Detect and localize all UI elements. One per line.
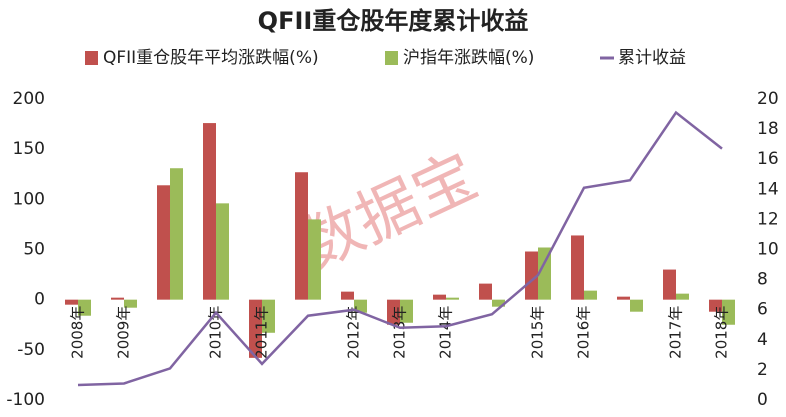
bar	[584, 290, 597, 300]
bar	[249, 299, 262, 358]
bar	[709, 299, 722, 312]
y2-tick-label: 16	[757, 149, 779, 169]
bar	[571, 235, 584, 300]
y2-tick-label: 2	[757, 360, 768, 380]
x-tick-label: 2012年	[345, 306, 363, 359]
x-tick-label: 2013年	[391, 306, 409, 359]
bar	[617, 296, 630, 300]
legend-label: 累计收益	[618, 48, 686, 68]
bar	[722, 299, 735, 325]
line	[77, 110, 723, 387]
bar	[354, 299, 367, 313]
bar	[446, 297, 459, 300]
y-tick-label: 100	[13, 189, 45, 209]
y2-tick-label: 6	[757, 300, 768, 320]
bar	[216, 203, 229, 300]
y2-tick-label: 0	[757, 390, 768, 410]
x-tick-label: 2008年	[69, 306, 87, 359]
x-tick-label: 2011年	[253, 306, 271, 359]
y2-tick-label: 4	[757, 330, 768, 350]
bar	[400, 299, 413, 323]
y2-tick-label: 14	[757, 179, 779, 199]
x-tick-label: 2016年	[575, 306, 593, 359]
bar	[387, 299, 400, 325]
y2-tick-label: 20	[757, 89, 779, 109]
y2-tick-label: 18	[757, 119, 779, 139]
bar	[111, 297, 124, 300]
bar	[663, 269, 676, 300]
y2-tick-label: 12	[757, 209, 779, 229]
bar	[433, 294, 446, 300]
y-tick-label: 200	[13, 89, 45, 109]
bar	[525, 251, 538, 300]
legend-label: 沪指年涨跌幅(%)	[403, 48, 534, 68]
y-tick-label: 0	[34, 290, 45, 310]
x-tick-label: 2014年	[437, 306, 455, 359]
y-tick-label: 50	[23, 240, 45, 260]
bar	[630, 299, 643, 312]
legend-swatch	[385, 51, 398, 65]
y-tick-label: -100	[6, 390, 45, 410]
legend-label: QFII重仓股年平均涨跌幅(%)	[103, 48, 319, 68]
x-tick-label: 2009年	[115, 306, 133, 359]
x-tick-label: 2018年	[713, 306, 731, 359]
bar	[295, 172, 308, 300]
legend-swatch	[85, 51, 98, 65]
bar	[65, 299, 78, 305]
bar	[78, 299, 91, 316]
chart-title: QFII重仓股年度累计收益	[258, 7, 529, 35]
y2-tick-label: 10	[757, 240, 779, 260]
bar	[479, 283, 492, 300]
bar	[538, 247, 551, 300]
bar	[170, 168, 183, 300]
y2-tick-label: 8	[757, 270, 768, 290]
bar	[492, 299, 505, 307]
x-tick-label: 2017年	[667, 306, 685, 359]
y-tick-label: -50	[17, 340, 45, 360]
bar	[262, 299, 275, 333]
bar	[124, 299, 137, 308]
bar	[308, 219, 321, 300]
bar	[157, 185, 170, 300]
x-tick-label: 2015年	[529, 306, 547, 359]
bar	[203, 123, 216, 300]
bar	[676, 293, 689, 300]
y-tick-label: 150	[13, 139, 45, 159]
bar	[341, 291, 354, 300]
